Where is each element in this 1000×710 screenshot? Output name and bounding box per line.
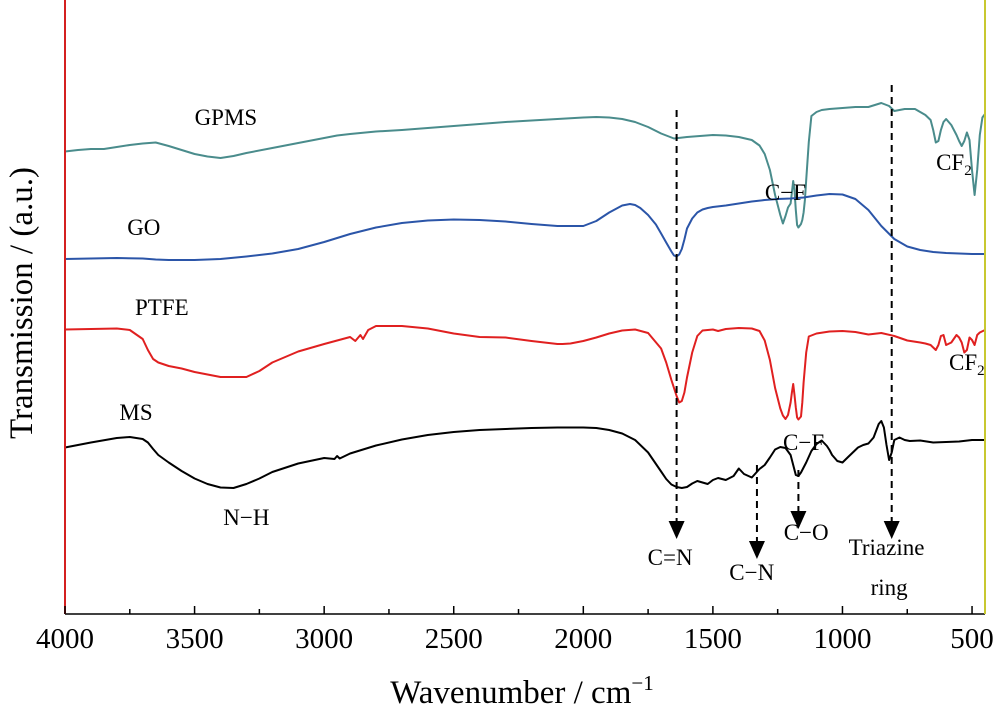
guide-layer [668, 85, 900, 559]
x-tick-label-3000: 3000 [295, 623, 353, 655]
band-annotation-5: C=N [648, 545, 693, 570]
series-label-gpms: GPMS [195, 105, 258, 130]
x-axis-title-main: Wavenumber / cm [390, 675, 631, 710]
band-annotation-3: C−F [783, 430, 824, 455]
series-line-ms [64, 420, 985, 489]
guide-arrowhead-1 [883, 521, 900, 539]
band-annotation-7: C−O [784, 520, 829, 545]
x-axis-title: Wavenumber / cm−1 [390, 671, 653, 710]
series-layer [64, 102, 986, 489]
band-annotation-8: Triazine [849, 535, 925, 560]
x-tick-label-3500: 3500 [166, 623, 224, 655]
x-tick-label-4000: 4000 [36, 623, 94, 655]
x-tick-label-1000: 1000 [813, 623, 871, 655]
band-annotation-9: ring [871, 575, 909, 600]
y-axis-title: Transmission / (a.u.) [4, 167, 40, 439]
guide-arrowhead-0 [668, 521, 685, 539]
band-annotation-subscript-2: 2 [977, 363, 985, 379]
series-label-ptfe: PTFE [135, 295, 189, 320]
band-annotation-6: C−N [729, 560, 774, 585]
band-annotation-2: CF2 [949, 350, 985, 379]
x-tick-label-2500: 2500 [425, 623, 483, 655]
axis-layer: 4000 3500 3000 2500 2000 1500 1000 500 [36, 0, 994, 655]
series-label-go: GO [127, 215, 160, 240]
annotation-layer: GPMSGOPTFEMSC−FCF2CF2C−FN−HC=NC−NC−OTria… [119, 105, 984, 600]
series-label-ms: MS [119, 400, 152, 425]
band-annotation-text-1: CF [936, 150, 964, 175]
band-annotation-4: N−H [223, 505, 269, 530]
band-annotation-0: C−F [765, 180, 806, 205]
assignment-arrowhead-1 [790, 511, 807, 529]
x-tick-label-2000: 2000 [554, 623, 612, 655]
assignment-arrowhead-0 [748, 541, 765, 559]
series-line-go [64, 193, 985, 261]
series-line-ptfe [64, 325, 986, 421]
band-annotation-text-2: CF [949, 350, 977, 375]
band-annotation-1: CF2 [936, 150, 972, 179]
x-tick-label-500: 500 [950, 623, 994, 655]
x-tick-label-1500: 1500 [684, 623, 742, 655]
series-line-gpms [64, 102, 986, 229]
x-axis-title-superscript: −1 [631, 671, 653, 695]
band-annotation-subscript-1: 2 [964, 163, 972, 179]
